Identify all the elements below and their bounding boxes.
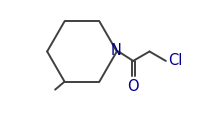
Text: N: N — [111, 43, 121, 58]
Text: Cl: Cl — [168, 53, 182, 68]
Text: O: O — [127, 79, 139, 94]
